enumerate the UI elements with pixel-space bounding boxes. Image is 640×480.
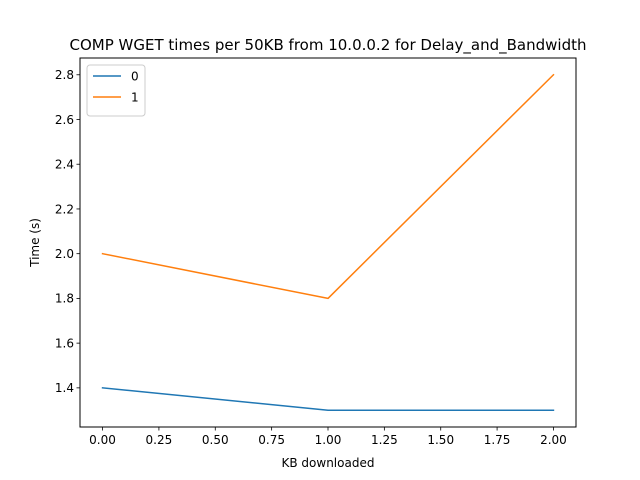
x-tick-label: 0.50 [202, 433, 229, 447]
y-tick-label: 1.6 [55, 336, 74, 350]
chart-title: COMP WGET times per 50KB from 10.0.0.2 f… [70, 36, 587, 55]
plot-area [101, 73, 555, 411]
y-tick-label: 2.2 [55, 202, 74, 216]
y-axis-label: Time (s) [28, 218, 42, 268]
x-tick-label: 1.25 [371, 433, 398, 447]
x-tick-label: 0.25 [146, 433, 173, 447]
x-tick-label: 0.00 [89, 433, 116, 447]
x-tick-label: 0.75 [258, 433, 285, 447]
x-tick-label: 1.75 [484, 433, 511, 447]
series-line-1 [101, 73, 555, 300]
series-line-0 [101, 387, 555, 411]
y-tick-label: 2.4 [55, 158, 74, 172]
y-tick-label: 2.6 [55, 113, 74, 127]
y-tick-label: 1.4 [55, 381, 74, 395]
y-axis: 1.4 1.6 1.8 2.0 2.2 2.4 2.6 2.8 [55, 68, 80, 395]
x-tick-label: 2.00 [540, 433, 567, 447]
legend-box [86, 64, 146, 117]
legend: 01 [86, 64, 146, 117]
x-tick-label: 1.00 [315, 433, 342, 447]
legend-label-1: 1 [131, 90, 139, 104]
y-tick-label: 1.8 [55, 292, 74, 306]
x-axis: 0.00 0.25 0.50 0.75 1.00 1.25 1.50 1.75 2.00 [89, 427, 567, 447]
x-axis-label: KB downloaded [282, 456, 375, 470]
y-tick-label: 2.8 [55, 68, 74, 82]
legend-label-0: 0 [131, 69, 139, 83]
y-tick-label: 2.0 [55, 247, 74, 261]
x-tick-label: 1.50 [427, 433, 454, 447]
